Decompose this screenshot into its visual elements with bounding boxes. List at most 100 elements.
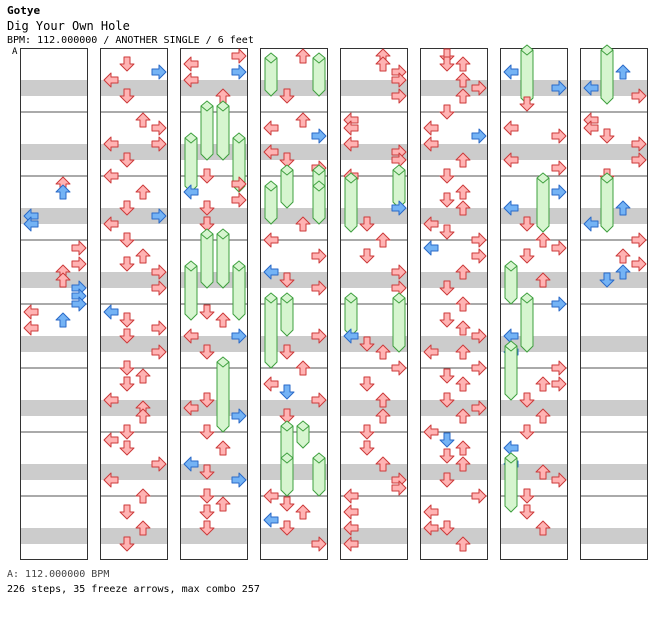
freeze-body	[600, 44, 614, 105]
step-arrow-down	[199, 424, 215, 440]
beat-stripe	[20, 528, 88, 544]
step-arrow-right	[231, 328, 247, 344]
freeze-arrow-up	[296, 420, 310, 449]
step-arrow-right	[551, 184, 567, 200]
freeze-head	[504, 265, 518, 272]
freeze-arrow-right	[232, 260, 246, 321]
step-arrow-up	[535, 376, 551, 392]
freeze-head	[232, 137, 246, 144]
freeze-body	[344, 172, 358, 233]
freeze-arrow-down	[600, 44, 614, 105]
beat-stripe	[100, 80, 168, 96]
step-arrow-up	[615, 248, 631, 264]
artist-name: Gotye	[7, 4, 41, 17]
freeze-arrow-left	[264, 292, 278, 369]
freeze-arrow-up	[216, 100, 230, 161]
step-arrow-up	[535, 464, 551, 480]
step-arrow-down	[279, 520, 295, 536]
step-arrow-left	[343, 520, 359, 536]
step-arrow-right	[551, 376, 567, 392]
step-arrow-down	[519, 392, 535, 408]
freeze-arrow-left	[264, 52, 278, 97]
step-arrow-right	[471, 80, 487, 96]
freeze-arrow-left	[504, 340, 518, 401]
freeze-body	[392, 164, 406, 209]
freeze-body	[392, 292, 406, 353]
freeze-head	[344, 177, 358, 184]
freeze-head	[184, 265, 198, 272]
step-arrow-down	[359, 336, 375, 352]
beat-stripe	[340, 464, 408, 480]
step-arrow-up	[215, 496, 231, 512]
freeze-arrow-left	[344, 292, 358, 337]
beat-stripe	[20, 144, 88, 160]
column-border	[20, 48, 88, 560]
step-arrow-left	[263, 512, 279, 528]
step-arrow-down	[439, 280, 455, 296]
bpm-marker: A	[12, 47, 18, 57]
freeze-head	[296, 425, 310, 432]
freeze-head	[312, 457, 326, 464]
step-arrow-up	[135, 408, 151, 424]
step-arrow-left	[423, 520, 439, 536]
freeze-arrow-right	[392, 292, 406, 353]
freeze-arrow-down	[200, 100, 214, 161]
step-arrow-right	[311, 248, 327, 264]
beat-stripe	[580, 80, 648, 96]
step-arrow-left	[103, 472, 119, 488]
step-arrow-down	[519, 424, 535, 440]
step-arrow-left	[503, 120, 519, 136]
step-arrow-up	[455, 88, 471, 104]
step-arrow-up	[295, 216, 311, 232]
beat-stripe	[500, 528, 568, 544]
step-arrow-down	[199, 168, 215, 184]
step-arrow-up	[455, 56, 471, 72]
step-arrow-right	[151, 120, 167, 136]
step-chart	[20, 44, 648, 560]
beat-stripe	[420, 464, 488, 480]
freeze-arrow-down	[200, 228, 214, 289]
step-arrow-up	[455, 440, 471, 456]
freeze-arrow-right	[312, 180, 326, 225]
freeze-head	[392, 297, 406, 304]
freeze-head	[536, 177, 550, 184]
beat-stripe	[340, 400, 408, 416]
freeze-head	[312, 57, 326, 64]
step-arrow-right	[631, 88, 647, 104]
column-border	[500, 48, 568, 560]
step-arrow-up	[55, 272, 71, 288]
step-arrow-up	[375, 56, 391, 72]
step-arrow-down	[119, 536, 135, 552]
freeze-head	[280, 169, 294, 176]
step-arrow-up	[535, 520, 551, 536]
step-arrow-left	[103, 168, 119, 184]
freeze-arrow-right	[392, 164, 406, 209]
step-arrow-right	[71, 256, 87, 272]
freeze-body	[344, 292, 358, 337]
step-arrow-right	[311, 128, 327, 144]
column-border	[260, 48, 328, 560]
beat-stripe	[260, 464, 328, 480]
step-arrow-up	[535, 232, 551, 248]
beat-stripe	[260, 528, 328, 544]
freeze-arrow-left	[504, 452, 518, 513]
step-arrow-down	[359, 248, 375, 264]
step-arrow-down	[119, 360, 135, 376]
freeze-body	[312, 452, 326, 497]
freeze-head	[312, 169, 326, 176]
beat-stripe	[420, 272, 488, 288]
freeze-body	[312, 180, 326, 225]
step-arrow-left	[183, 328, 199, 344]
step-arrow-up	[455, 152, 471, 168]
freeze-head	[392, 169, 406, 176]
step-arrow-right	[551, 240, 567, 256]
step-arrow-down	[439, 192, 455, 208]
beat-stripe	[100, 528, 168, 544]
step-arrow-down	[439, 56, 455, 72]
beat-stripe	[340, 272, 408, 288]
step-arrow-down	[279, 152, 295, 168]
step-arrow-left	[583, 120, 599, 136]
step-arrow-down	[519, 96, 535, 112]
beat-stripe	[580, 464, 648, 480]
freeze-body	[232, 260, 246, 321]
